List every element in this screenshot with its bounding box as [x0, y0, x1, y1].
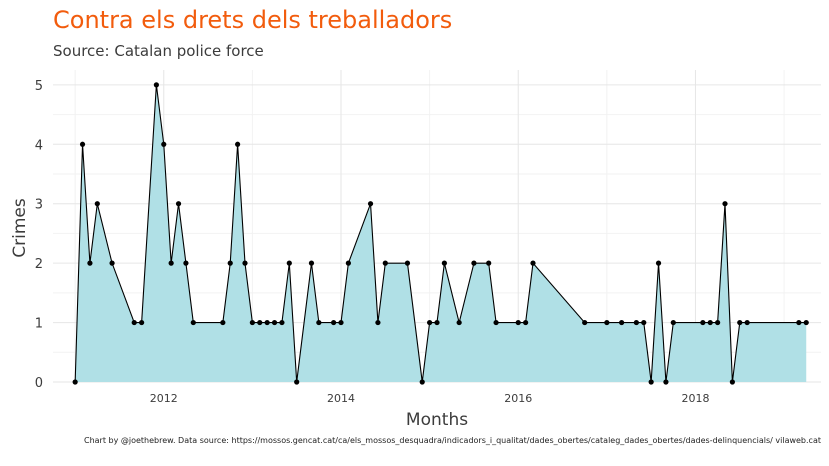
data-point [279, 319, 285, 326]
area-layer [75, 84, 807, 382]
data-point [338, 319, 344, 326]
data-point [523, 319, 529, 326]
y-tick-label: 4 [35, 138, 43, 153]
data-point [700, 319, 706, 326]
line-layer [74, 84, 807, 383]
x-tick-label: 2018 [681, 392, 709, 405]
x-axis-label: Months [405, 410, 469, 430]
y-tick-label: 5 [35, 79, 43, 94]
data-point [175, 201, 182, 207]
data-point [441, 260, 447, 266]
data-point [79, 141, 86, 147]
data-point [153, 82, 159, 88]
data-point [72, 379, 78, 385]
data-point [427, 319, 433, 326]
data-point [331, 319, 337, 326]
data-point [109, 260, 115, 266]
data-point [183, 260, 189, 266]
data-point [382, 260, 388, 266]
data-point [168, 260, 174, 266]
data-point [744, 319, 750, 326]
data-point [161, 141, 167, 147]
y-tick-label: 2 [35, 257, 43, 272]
chart-caption: Chart by @joethebrew. Data source: https… [83, 436, 821, 445]
data-point [641, 319, 647, 326]
y-tick-label: 1 [35, 317, 43, 332]
data-point [94, 201, 100, 207]
data-point [670, 319, 676, 326]
data-point [803, 319, 809, 326]
data-point [404, 260, 411, 266]
data-point [604, 319, 610, 326]
data-point [345, 260, 351, 266]
data-point [471, 260, 477, 266]
data-point [271, 319, 278, 326]
data-point [131, 319, 137, 326]
data-point [493, 319, 499, 326]
data-point [87, 260, 93, 266]
data-point [308, 260, 315, 266]
data-point [242, 260, 248, 266]
data-point [434, 319, 440, 326]
data-point [729, 379, 735, 385]
chart-subtitle: Source: Catalan police force [53, 42, 264, 60]
y-tick-label: 3 [35, 198, 43, 213]
data-point [633, 319, 639, 326]
data-point [249, 319, 255, 326]
data-point [294, 379, 300, 385]
data-point [286, 260, 292, 266]
data-point [707, 319, 713, 326]
data-point [796, 319, 802, 326]
data-point [139, 319, 145, 326]
data-point [737, 319, 743, 326]
data-point [530, 260, 536, 266]
data-point [582, 319, 588, 326]
series-line [74, 84, 807, 383]
x-tick-label: 2014 [327, 392, 355, 405]
data-point [486, 260, 492, 266]
data-point [648, 379, 654, 385]
data-point [715, 319, 721, 326]
data-point [456, 319, 462, 326]
x-tick-label: 2016 [504, 392, 532, 405]
x-tick-label: 2012 [150, 392, 178, 405]
data-point [655, 260, 662, 266]
data-point [220, 319, 226, 326]
data-point [257, 319, 263, 326]
data-point [515, 319, 521, 326]
point-layer [72, 82, 809, 385]
data-point [235, 141, 241, 147]
y-tick-label: 0 [35, 376, 43, 391]
data-point [663, 379, 669, 385]
data-point [375, 319, 381, 326]
tick-layer: 0 1 2 3 4 5 2012 2014 2016 2018 [35, 79, 710, 405]
data-point [227, 260, 233, 266]
data-point [316, 319, 322, 326]
data-point [264, 319, 270, 326]
chart-title: Contra els drets dels treballadors [53, 6, 453, 34]
data-point [367, 201, 374, 207]
area-fill [75, 84, 807, 382]
data-point [190, 319, 196, 326]
data-point [419, 379, 425, 385]
data-point [619, 319, 625, 326]
data-point [722, 201, 728, 207]
